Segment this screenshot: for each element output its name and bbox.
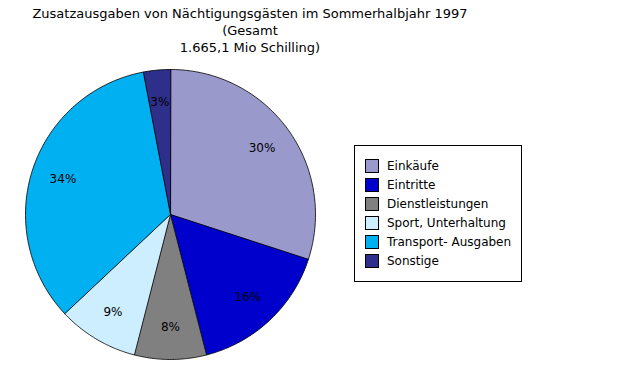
html-text:Sonstige: Sonstige [387,254,439,269]
svg-text:9%: 9% [103,304,122,318]
html-text:Sport, Unterhaltung: Sport, Unterhaltung [387,216,506,231]
html-text:Eintritte: Eintritte [387,178,436,193]
svg-text:16%: 16% [235,289,262,303]
html-text:Transport- Ausgaben: Transport- Ausgaben [387,235,512,250]
svg-text:8%: 8% [161,320,180,334]
svg-text:30%: 30% [249,141,276,155]
svg-text:3%: 3% [150,94,169,108]
svg-text:34%: 34% [50,172,77,186]
html-text:Dienstleistungen: Dienstleistungen [387,197,489,212]
html-text:Einkäufe: Einkäufe [387,159,439,174]
html-text:Zusatzausgaben von Nächtigungs: Zusatzausgaben von Nächtigungsgästen im … [32,6,468,55]
